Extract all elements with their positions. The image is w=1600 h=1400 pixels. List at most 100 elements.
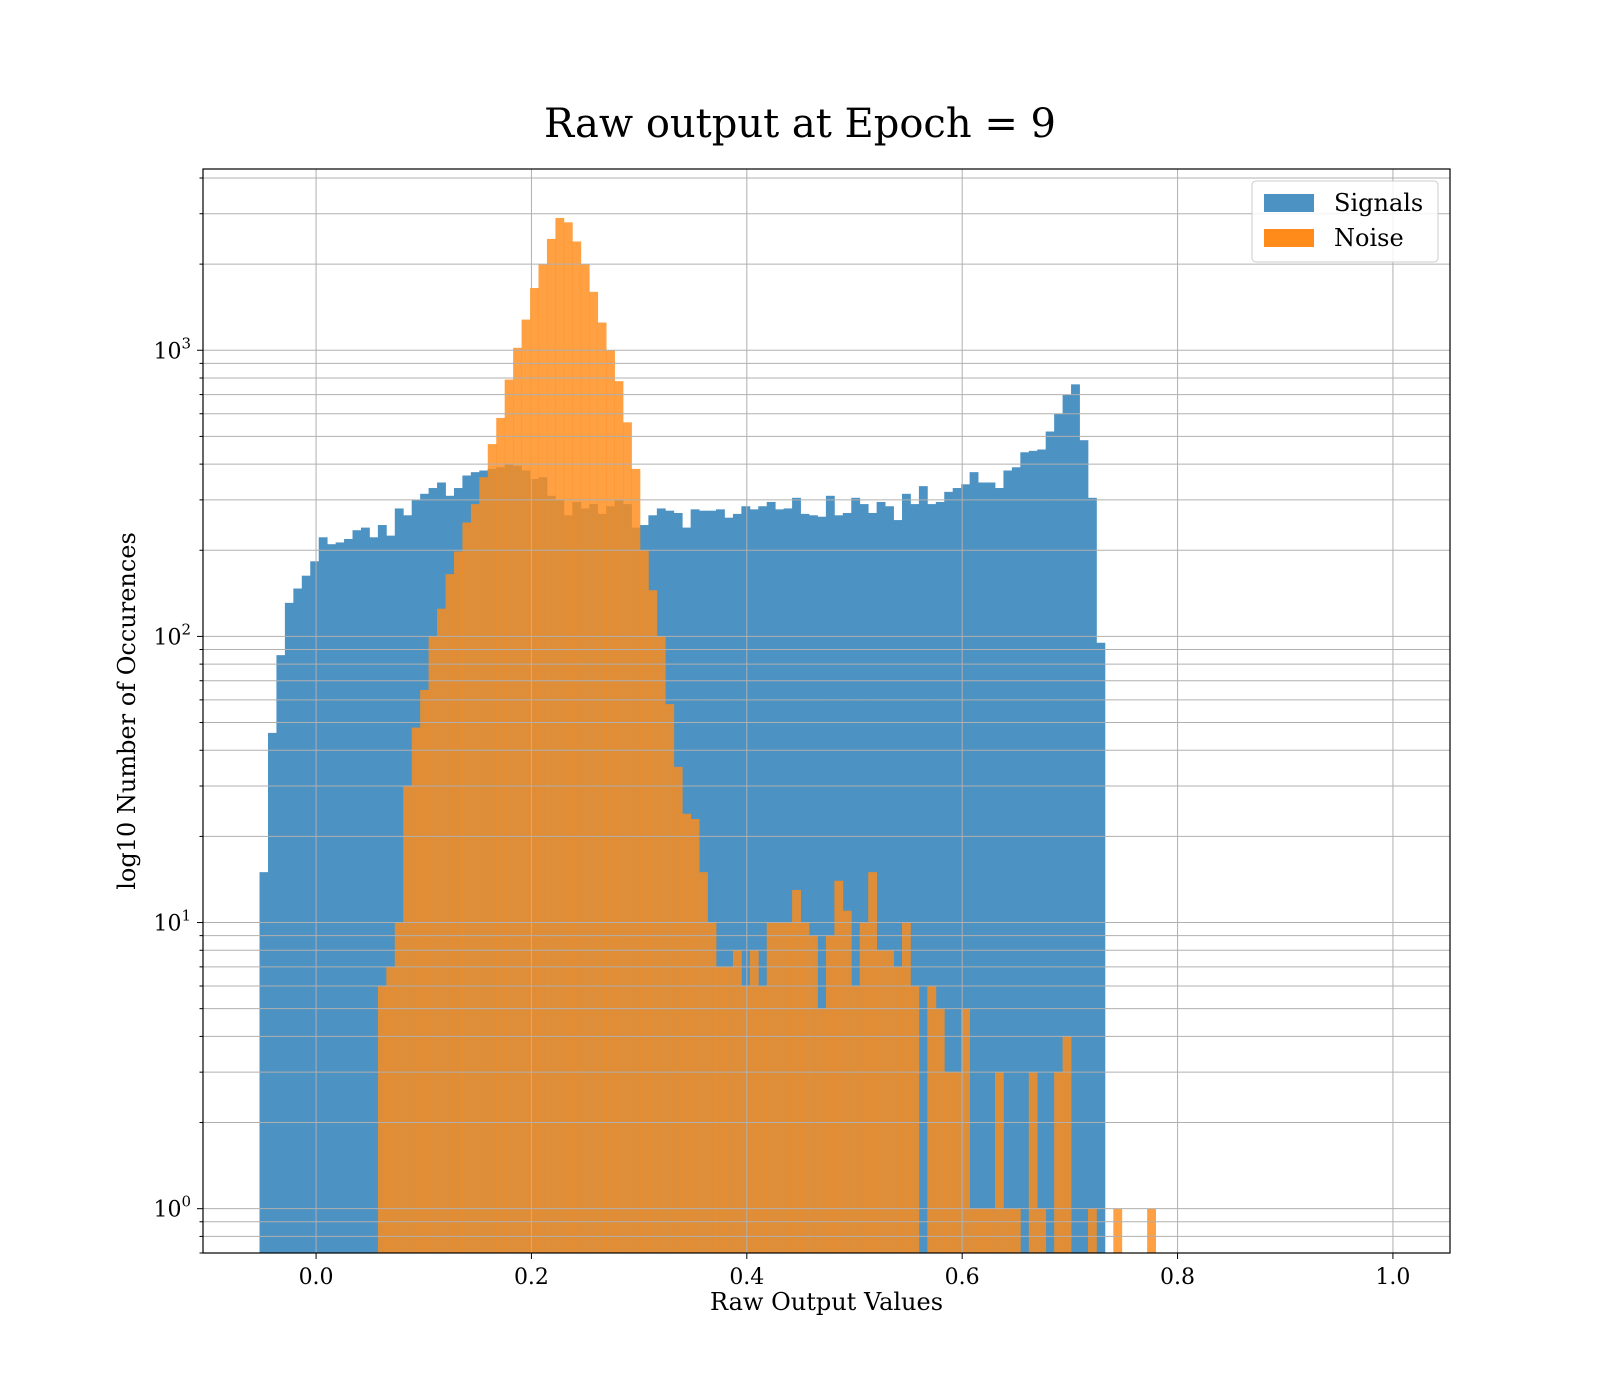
signals-bar <box>1054 413 1063 1253</box>
signals-bar <box>284 602 294 1253</box>
noise-bar <box>1087 1208 1097 1253</box>
signals-bar <box>944 491 954 1253</box>
noise-bar <box>809 935 818 1253</box>
noise-bar <box>682 813 692 1253</box>
noise-bar <box>724 966 734 1253</box>
signals-bar <box>1096 642 1106 1253</box>
noise-bar <box>1003 1208 1013 1253</box>
signals-bar <box>876 501 886 1254</box>
signals-bar <box>1062 394 1072 1254</box>
noise-bar <box>961 1008 971 1253</box>
signals-bar <box>310 561 320 1253</box>
signals-bar <box>859 504 869 1254</box>
noise-bar <box>741 986 751 1253</box>
signals-bar <box>724 517 734 1253</box>
noise-bar <box>462 522 472 1253</box>
signals-bar <box>377 525 387 1253</box>
noise-bar <box>1062 1036 1072 1253</box>
noise-bar <box>623 422 632 1253</box>
signals-bar <box>901 493 911 1253</box>
noise-bar <box>580 264 590 1253</box>
noise-bar <box>935 1008 945 1253</box>
signals-bar <box>1020 452 1030 1253</box>
x-axis: 0.0 0.2 0.4 0.6 0.8 1.0 <box>299 1253 1410 1290</box>
signals-bar <box>1071 384 1080 1253</box>
signals-bar <box>952 488 962 1253</box>
noise-bar <box>707 922 717 1253</box>
noise-bar <box>538 264 548 1253</box>
noise-bar <box>1028 1072 1038 1253</box>
signals-bar <box>1079 440 1089 1253</box>
signals-bar <box>335 542 345 1253</box>
noise-bar <box>496 417 506 1253</box>
grid-lines <box>203 169 1450 1254</box>
noise-bar <box>403 786 413 1253</box>
noise-bar <box>1011 1208 1021 1253</box>
signals-bar <box>360 527 370 1253</box>
signals-legend-label: Signals <box>1334 189 1423 217</box>
noise-bar <box>1054 1072 1063 1253</box>
y-tick-label: 101 <box>153 907 191 937</box>
signals-bar <box>1037 449 1047 1253</box>
legend: Signals Noise <box>1251 180 1439 263</box>
noise-bar <box>783 922 793 1253</box>
noise-bar <box>944 1072 954 1253</box>
noise-bar <box>572 241 582 1254</box>
noise-bar <box>859 922 869 1253</box>
noise-bar <box>792 889 801 1253</box>
noise-bar <box>868 872 878 1253</box>
signals-bar <box>935 501 945 1254</box>
noise-bar <box>530 288 539 1253</box>
y-tick-label: 103 <box>153 334 191 364</box>
noise-bar <box>428 636 438 1253</box>
x-tick-label: 0.2 <box>514 1265 549 1290</box>
noise-bar <box>986 1208 996 1253</box>
signals-bar <box>842 512 852 1253</box>
noise-bar <box>994 1072 1004 1253</box>
noise-bar <box>377 986 387 1253</box>
signals-bar <box>885 506 894 1253</box>
noise-bar <box>749 950 759 1253</box>
signals-bar <box>276 655 286 1253</box>
noise-bar <box>876 950 886 1253</box>
signals-bar <box>267 732 277 1253</box>
signals-bar <box>352 530 362 1253</box>
signals-bar <box>1011 467 1021 1253</box>
noise-bar <box>885 950 894 1253</box>
x-tick-label: 0.6 <box>945 1265 980 1290</box>
noise-bar <box>386 966 396 1253</box>
noise-bar <box>546 238 556 1253</box>
noise-bar <box>699 872 708 1253</box>
x-tick-label: 0.8 <box>1160 1265 1195 1290</box>
noise-bar <box>470 504 480 1254</box>
signals-bar <box>775 509 785 1254</box>
signals-bar <box>809 515 818 1253</box>
noise-bar <box>589 291 599 1254</box>
signals-bar <box>327 544 337 1253</box>
y-tick-label: 100 <box>153 1193 191 1223</box>
signals-bar <box>394 508 404 1253</box>
signals-bar <box>318 537 328 1253</box>
noise-bar <box>851 986 861 1253</box>
signals-bar <box>707 510 717 1253</box>
plot-frame <box>202 168 1451 1254</box>
x-tick-label: 1.0 <box>1375 1265 1410 1290</box>
noise-bar <box>952 1072 962 1253</box>
signals-bar <box>986 482 996 1253</box>
noise-bar <box>513 347 522 1253</box>
noise-bar <box>910 986 920 1253</box>
signals-bar <box>293 588 303 1253</box>
signals-bar <box>716 509 725 1254</box>
noise-bar <box>842 910 852 1253</box>
signals-bar <box>783 508 793 1253</box>
signals-bar <box>817 516 827 1253</box>
noise-bar <box>639 550 649 1253</box>
noise-bar <box>978 1208 987 1253</box>
axes-frame <box>202 168 1451 1254</box>
x-tick-label: 0.4 <box>729 1265 764 1290</box>
signals-bar <box>749 509 759 1254</box>
noise-bar <box>893 966 903 1253</box>
noise-bar <box>825 935 835 1253</box>
noise-bar <box>775 922 785 1253</box>
